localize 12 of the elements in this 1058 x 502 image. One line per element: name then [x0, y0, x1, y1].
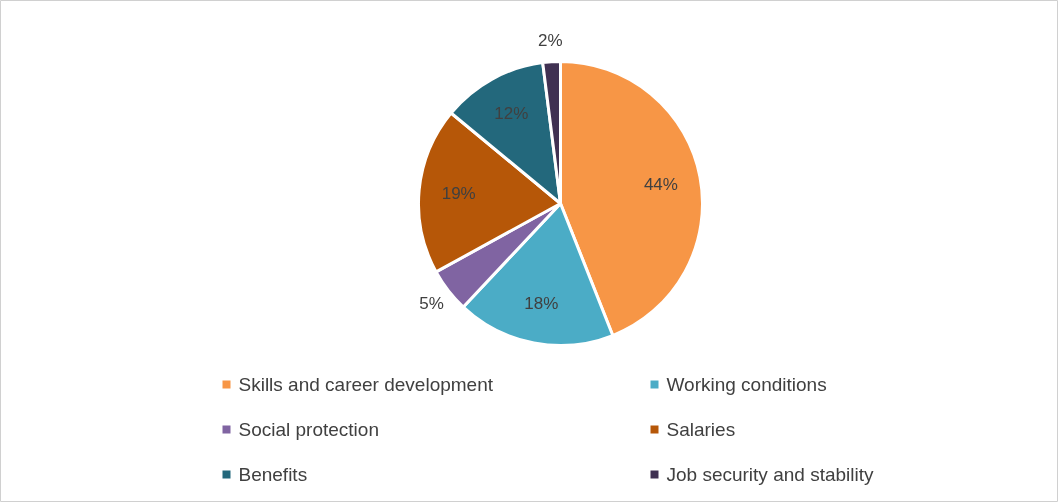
data-label: 2% — [537, 31, 563, 51]
legend-label: Social protection — [238, 419, 379, 440]
legend-label: Benefits — [238, 464, 308, 485]
data-label: 19% — [441, 184, 476, 204]
data-label: 5% — [419, 294, 444, 314]
data-label: 18% — [524, 294, 559, 314]
legend-label: Salaries — [666, 419, 736, 440]
legend-label: Skills and career development — [238, 374, 494, 395]
legend-label: Working conditions — [666, 374, 827, 395]
data-label: 12% — [494, 104, 529, 124]
legend-label: Job security and stability — [666, 464, 874, 485]
data-label: 44% — [643, 174, 678, 194]
